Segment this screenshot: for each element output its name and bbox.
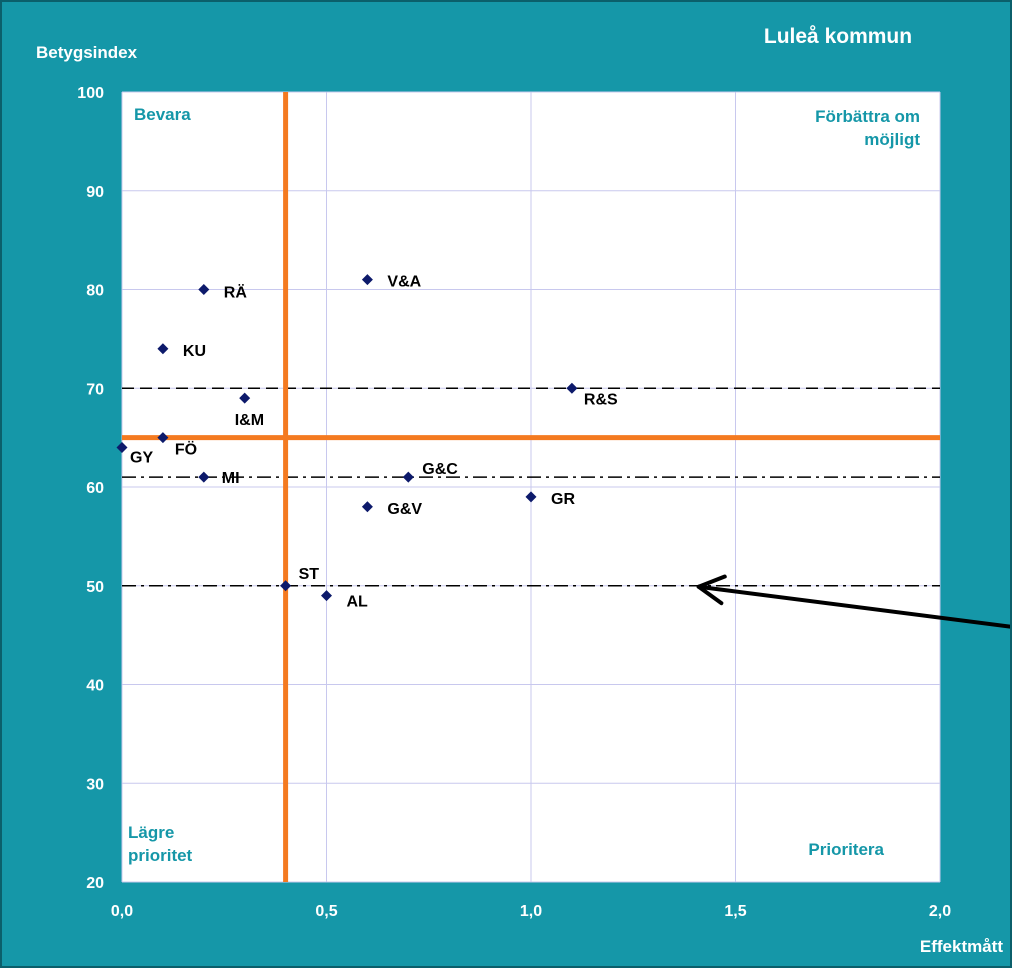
arrow-shaft [696, 584, 1010, 629]
data-point-marker [280, 580, 292, 592]
tick-labels: 20 30 40 50 60 70 80 90 100 0,0 0,5 1,0 1,5 2,0 [77, 85, 951, 920]
x-tick-label: 0,5 [315, 903, 337, 920]
data-point-label: R&S [584, 391, 618, 408]
data-point-label: G&V [387, 501, 422, 518]
data-point-marker [566, 382, 578, 394]
y-tick-label: 70 [86, 381, 104, 398]
y-tick-label: 40 [86, 678, 104, 695]
data-point-label: MI [222, 470, 240, 487]
quadrant-label-lagre-prioritet: Lägre [128, 823, 174, 842]
data-point-marker [116, 442, 128, 453]
data-point-marker [239, 392, 251, 404]
y-tick-label: 100 [77, 85, 104, 102]
data-points: RÄ V&A KU R&S I&M FÖ GY MI G&C GR G&V ST AL [116, 274, 618, 611]
y-axis-label: Betygsindex [36, 43, 138, 62]
x-tick-label: 0,0 [111, 903, 133, 920]
quadrant-label-bevara: Bevara [134, 105, 191, 124]
data-point-marker [198, 471, 210, 483]
annotation-arrow [696, 574, 1010, 629]
data-point-marker [157, 432, 169, 444]
quadrant-label-forbattra: möjligt [864, 130, 920, 149]
x-tick-label: 1,5 [724, 903, 746, 920]
data-point-marker [198, 284, 210, 295]
y-tick-label: 90 [86, 184, 104, 201]
data-point-label: GR [551, 491, 575, 508]
quadrant-lines [122, 92, 940, 882]
y-tick-label: 50 [86, 579, 104, 596]
x-tick-label: 1,0 [520, 903, 542, 920]
data-point-label: RÄ [224, 284, 248, 302]
data-point-marker [157, 343, 169, 355]
data-point-label: G&C [422, 461, 458, 478]
quadrant-label-lagre-prioritet: prioritet [128, 846, 193, 865]
data-point-label: I&M [235, 412, 264, 429]
quadrant-labels: Bevara Förbättra om möjligt Lägre prioritet P… [128, 105, 920, 865]
y-tick-label: 80 [86, 283, 104, 300]
x-axis-label: Effektmått [920, 937, 1003, 956]
data-point-marker [525, 491, 537, 503]
y-tick-label: 20 [86, 875, 104, 892]
data-point-marker [402, 471, 414, 483]
data-point-marker [321, 590, 332, 602]
data-point-label: AL [347, 594, 369, 611]
arrow-head [696, 574, 727, 606]
data-point-label: V&A [387, 274, 421, 291]
data-point-marker [361, 274, 373, 286]
data-point-label: FÖ [175, 440, 197, 459]
data-point-label: KU [183, 343, 206, 360]
y-tick-label: 60 [86, 480, 104, 497]
chart-title: Luleå kommun [764, 25, 912, 48]
reference-lines [122, 387, 940, 587]
x-tick-label: 2,0 [929, 903, 951, 920]
data-point-marker [361, 501, 373, 513]
quadrant-label-forbattra: Förbättra om [815, 107, 920, 126]
data-point-label: ST [299, 566, 320, 583]
data-point-label: GY [130, 450, 153, 467]
quadrant-label-prioritera: Prioritera [808, 840, 884, 859]
y-tick-label: 30 [86, 776, 104, 793]
